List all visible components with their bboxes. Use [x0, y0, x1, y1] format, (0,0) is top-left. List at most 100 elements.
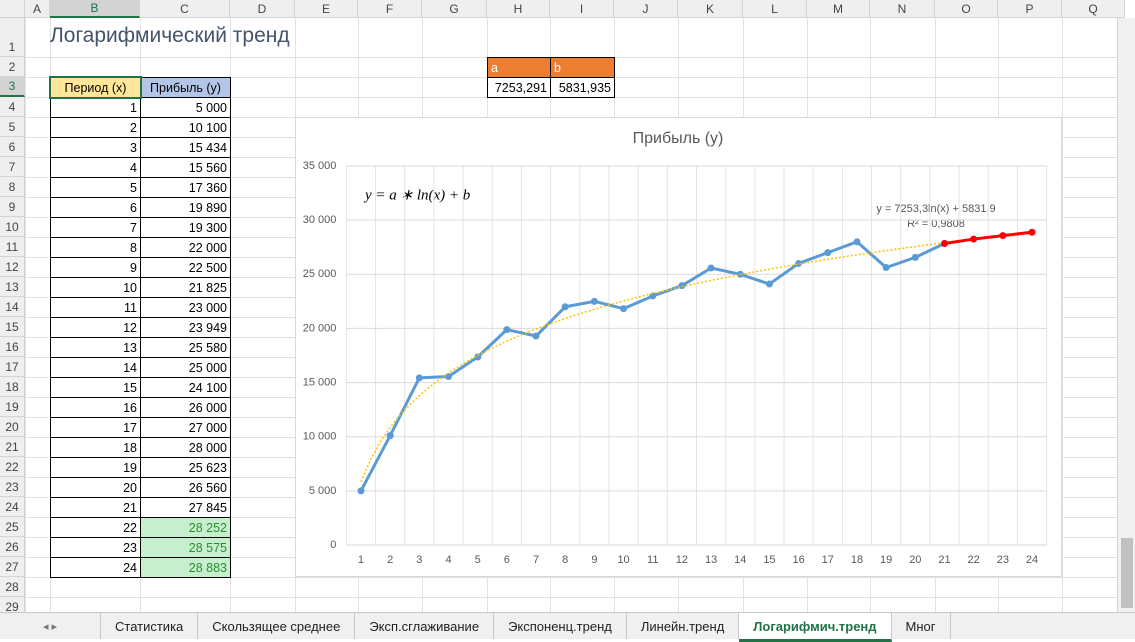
- table-cell[interactable]: 1: [50, 97, 141, 118]
- row-header[interactable]: 11: [0, 237, 25, 257]
- column-header[interactable]: N: [870, 0, 935, 18]
- column-header[interactable]: H: [487, 0, 550, 18]
- table-cell[interactable]: 28 883: [140, 557, 231, 578]
- table-cell[interactable]: 22: [50, 517, 141, 538]
- table-cell[interactable]: 7: [50, 217, 141, 238]
- table-cell[interactable]: 13: [50, 337, 141, 358]
- table-cell[interactable]: 11: [50, 297, 141, 318]
- column-header[interactable]: A: [25, 0, 50, 18]
- table-cell[interactable]: 23 000: [140, 297, 231, 318]
- table-cell[interactable]: 18: [50, 437, 141, 458]
- table-cell[interactable]: 24: [50, 557, 141, 578]
- table-cell[interactable]: 14: [50, 357, 141, 378]
- row-header[interactable]: 12: [0, 257, 25, 277]
- row-header[interactable]: 19: [0, 397, 25, 417]
- table-cell[interactable]: 26 560: [140, 477, 231, 498]
- column-header[interactable]: Q: [1062, 0, 1125, 18]
- table-cell[interactable]: 5 000: [140, 97, 231, 118]
- column-header[interactable]: C: [140, 0, 230, 18]
- column-header[interactable]: P: [998, 0, 1062, 18]
- sheet-tab[interactable]: Статистика: [101, 613, 199, 639]
- param-header[interactable]: a: [487, 57, 551, 78]
- row-header[interactable]: 1: [0, 18, 25, 57]
- row-header[interactable]: 7: [0, 157, 25, 177]
- row-header[interactable]: 25: [0, 517, 25, 537]
- row-header[interactable]: 28: [0, 577, 25, 597]
- sheet-tab[interactable]: Скользящее среднее: [198, 613, 356, 639]
- row-header[interactable]: 8: [0, 177, 25, 197]
- table-cell[interactable]: 2: [50, 117, 141, 138]
- sheet-tab[interactable]: Логарифмич.тренд: [739, 613, 892, 642]
- table-cell[interactable]: 15 560: [140, 157, 231, 178]
- column-header[interactable]: G: [422, 0, 487, 18]
- sheet-tab[interactable]: Мног: [892, 613, 951, 639]
- table-cell[interactable]: 28 575: [140, 537, 231, 558]
- table-cell[interactable]: 3: [50, 137, 141, 158]
- table-cell[interactable]: 15: [50, 377, 141, 398]
- column-header[interactable]: K: [678, 0, 743, 18]
- scrollbar[interactable]: [1117, 18, 1135, 612]
- table-cell[interactable]: 10: [50, 277, 141, 298]
- table-cell[interactable]: 8: [50, 237, 141, 258]
- table-cell[interactable]: 21: [50, 497, 141, 518]
- table-cell[interactable]: 6: [50, 197, 141, 218]
- row-header[interactable]: 17: [0, 357, 25, 377]
- row-header[interactable]: 22: [0, 457, 25, 477]
- table-cell[interactable]: 21 825: [140, 277, 231, 298]
- table-cell[interactable]: 22 500: [140, 257, 231, 278]
- column-header[interactable]: D: [230, 0, 295, 18]
- row-header[interactable]: 14: [0, 297, 25, 317]
- row-header[interactable]: 13: [0, 277, 25, 297]
- row-header[interactable]: 23: [0, 477, 25, 497]
- param-value[interactable]: 5831,935: [550, 77, 615, 98]
- row-header[interactable]: 6: [0, 137, 25, 157]
- table-cell[interactable]: 25 623: [140, 457, 231, 478]
- column-header[interactable]: J: [614, 0, 678, 18]
- row-header[interactable]: 27: [0, 557, 25, 577]
- column-header[interactable]: I: [550, 0, 614, 18]
- row-header[interactable]: 20: [0, 417, 25, 437]
- param-header[interactable]: b: [550, 57, 615, 78]
- row-header[interactable]: 5: [0, 117, 25, 137]
- sheet-tab[interactable]: Эксп.сглаживание: [355, 613, 495, 639]
- row-header[interactable]: 2: [0, 57, 25, 77]
- column-header[interactable]: O: [935, 0, 998, 18]
- row-header[interactable]: 15: [0, 317, 25, 337]
- table-cell[interactable]: 10 100: [140, 117, 231, 138]
- scroll-thumb[interactable]: [1121, 538, 1133, 608]
- row-header[interactable]: 3: [0, 77, 25, 97]
- table-cell[interactable]: 25 580: [140, 337, 231, 358]
- table-cell[interactable]: 9: [50, 257, 141, 278]
- column-header[interactable]: L: [743, 0, 807, 18]
- table-cell[interactable]: 24 100: [140, 377, 231, 398]
- table-cell[interactable]: 19 890: [140, 197, 231, 218]
- table-cell[interactable]: 28 000: [140, 437, 231, 458]
- table-cell[interactable]: 15 434: [140, 137, 231, 158]
- table-cell[interactable]: 20: [50, 477, 141, 498]
- row-header[interactable]: 18: [0, 377, 25, 397]
- table-cell[interactable]: 27 845: [140, 497, 231, 518]
- table-cell[interactable]: 16: [50, 397, 141, 418]
- sheet-tab[interactable]: Экспоненц.тренд: [494, 613, 627, 639]
- param-value[interactable]: 7253,291: [487, 77, 551, 98]
- table-cell[interactable]: 19: [50, 457, 141, 478]
- table-cell[interactable]: 28 252: [140, 517, 231, 538]
- row-header[interactable]: 10: [0, 217, 25, 237]
- table-cell[interactable]: 12: [50, 317, 141, 338]
- table-cell[interactable]: 23: [50, 537, 141, 558]
- row-header[interactable]: 16: [0, 337, 25, 357]
- row-header[interactable]: 21: [0, 437, 25, 457]
- table-cell[interactable]: 5: [50, 177, 141, 198]
- sheet-tab[interactable]: Линейн.тренд: [627, 613, 740, 639]
- table-cell[interactable]: 19 300: [140, 217, 231, 238]
- column-header[interactable]: B: [50, 0, 140, 18]
- column-header[interactable]: M: [807, 0, 870, 18]
- row-header[interactable]: 26: [0, 537, 25, 557]
- table-cell[interactable]: 17 360: [140, 177, 231, 198]
- column-header[interactable]: E: [295, 0, 358, 18]
- tab-nav[interactable]: ◂ ▸: [0, 613, 101, 639]
- row-header[interactable]: 9: [0, 197, 25, 217]
- row-header[interactable]: 4: [0, 97, 25, 117]
- table-cell[interactable]: 26 000: [140, 397, 231, 418]
- column-header[interactable]: F: [358, 0, 422, 18]
